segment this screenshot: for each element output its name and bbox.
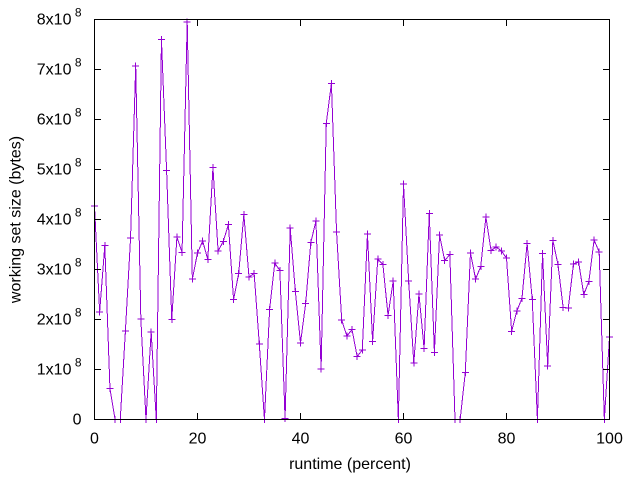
svg-text:40: 40 — [292, 431, 310, 448]
svg-text:80: 80 — [498, 431, 516, 448]
svg-text:100: 100 — [596, 431, 623, 448]
svg-text:4x10 8: 4x10 8 — [37, 206, 82, 229]
svg-text:0: 0 — [73, 412, 82, 429]
svg-text:working set size (bytes): working set size (bytes) — [8, 136, 25, 304]
svg-text:6x10 8: 6x10 8 — [37, 106, 82, 129]
svg-text:1x10 8: 1x10 8 — [37, 356, 82, 379]
svg-text:20: 20 — [189, 431, 207, 448]
svg-text:2x10 8: 2x10 8 — [37, 306, 82, 329]
svg-text:60: 60 — [395, 431, 413, 448]
svg-text:runtime (percent): runtime (percent) — [289, 456, 411, 473]
svg-text:7x10 8: 7x10 8 — [37, 56, 82, 79]
svg-text:5x10 8: 5x10 8 — [37, 156, 82, 179]
svg-text:0: 0 — [90, 431, 99, 448]
svg-text:8x10 8: 8x10 8 — [37, 6, 82, 29]
svg-text:3x10 8: 3x10 8 — [37, 256, 82, 279]
